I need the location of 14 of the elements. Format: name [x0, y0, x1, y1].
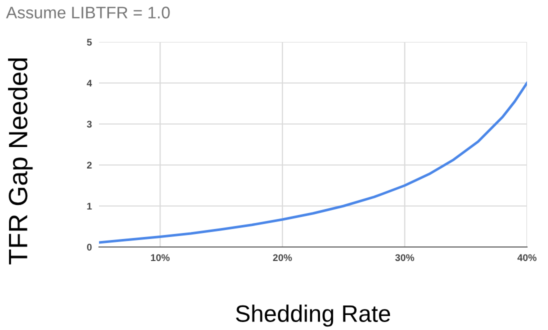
chart-title: Assume LIBTFR = 1.0: [6, 6, 170, 18]
x-tick-label: 20%: [273, 254, 292, 262]
y-tick-label: 2: [86, 162, 92, 169]
y-tick-label: 4: [86, 80, 92, 87]
y-tick-label: 5: [86, 38, 92, 46]
y-tick-label: 3: [86, 120, 92, 128]
x-tick-label: 30%: [395, 254, 414, 262]
line-series: [99, 82, 527, 244]
y-tick-label: 0: [87, 244, 92, 251]
x-axis-title: Shedding Rate: [236, 304, 390, 327]
x-tick-label: 40%: [517, 254, 536, 262]
y-axis-title: TFR Gap Needed: [8, 58, 33, 264]
x-tick-label: 10%: [151, 254, 170, 262]
y-tick-label: 1: [87, 202, 92, 210]
